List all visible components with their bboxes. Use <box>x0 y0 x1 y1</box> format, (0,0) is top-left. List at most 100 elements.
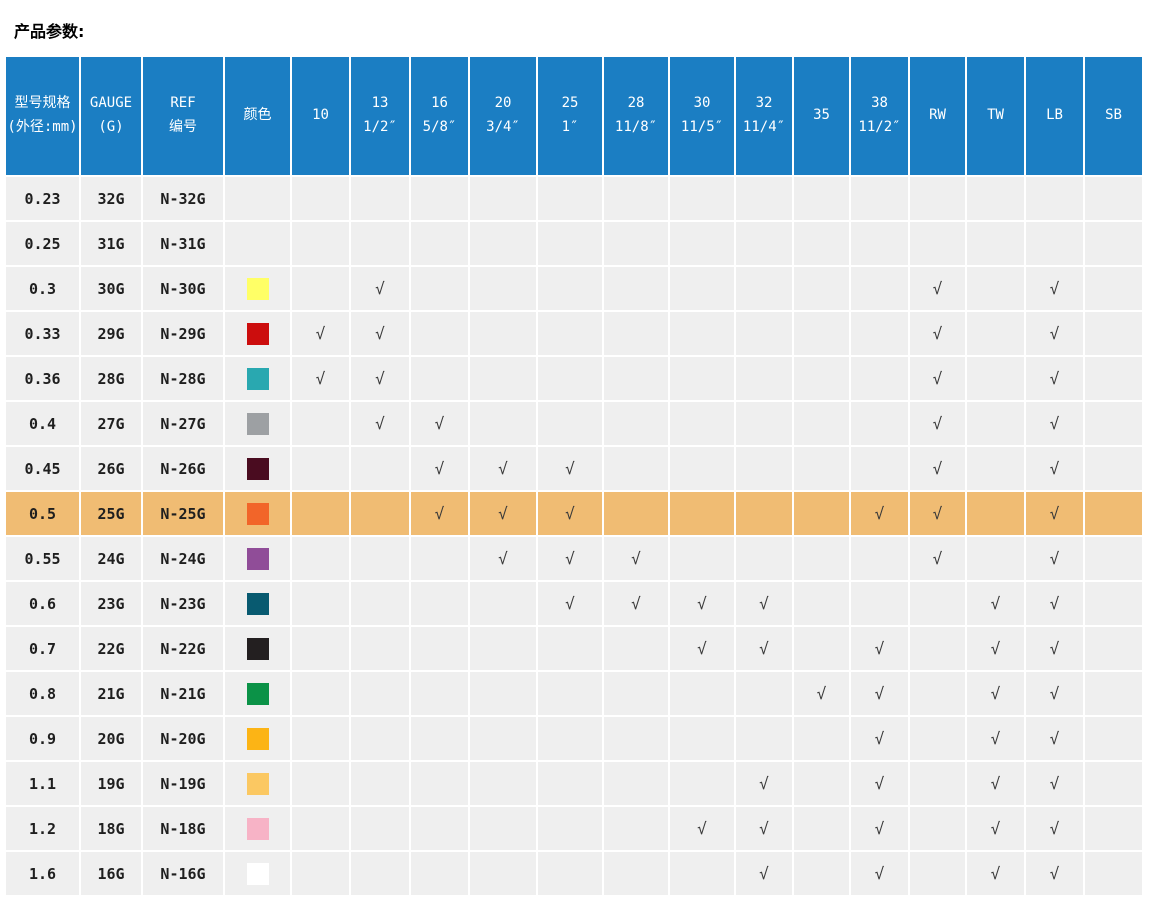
column-header-32: 32 11/4″ <box>736 57 792 175</box>
size-cell: 0.25 <box>6 222 79 265</box>
column-header-label: 13 <box>371 95 389 112</box>
empty-cell-16 <box>411 852 468 895</box>
table-header: 型号规格 (外径:mm) GAUGE (G) REF 编号 颜色 10 13 1/2″ 16 5/8″… <box>6 57 1142 175</box>
column-header-label: (外径:mm) <box>7 119 78 135</box>
empty-cell-13 <box>351 717 409 760</box>
empty-cell-35 <box>794 717 849 760</box>
color-cell <box>225 357 290 400</box>
checkmark-icon-TW: √ <box>967 762 1024 805</box>
column-header-label: 11/4″ <box>742 119 786 135</box>
checkmark-icon-RW: √ <box>910 312 965 355</box>
checkmark-icon-25: √ <box>538 447 602 490</box>
empty-cell-13 <box>351 672 409 715</box>
empty-cell-SB <box>1085 357 1142 400</box>
empty-cell-35 <box>794 852 849 895</box>
table-row: 0.4 27G N-27G √ √ √ √ <box>6 402 1142 445</box>
empty-cell-13 <box>351 177 409 220</box>
empty-cell-35 <box>794 402 849 445</box>
empty-cell-32 <box>736 537 792 580</box>
column-header-16: 16 5/8″ <box>411 57 468 175</box>
empty-cell-30 <box>670 852 734 895</box>
size-cell: 0.45 <box>6 447 79 490</box>
column-header-label: 颜色 <box>243 107 272 124</box>
empty-cell-35 <box>794 357 849 400</box>
empty-cell-10 <box>292 402 349 445</box>
empty-cell-38 <box>851 312 908 355</box>
checkmark-icon-LB: √ <box>1026 627 1083 670</box>
empty-cell-SB <box>1085 717 1142 760</box>
empty-cell-16 <box>411 807 468 850</box>
empty-cell-10 <box>292 447 349 490</box>
ref-cell: N-21G <box>143 672 223 715</box>
empty-cell-TW <box>967 267 1024 310</box>
empty-cell-16 <box>411 537 468 580</box>
table-row: 1.2 18G N-18G √ √ √ √ √ <box>6 807 1142 850</box>
empty-cell-SB <box>1085 807 1142 850</box>
checkmark-icon-20: √ <box>470 492 536 535</box>
empty-cell-SB <box>1085 222 1142 265</box>
empty-cell-SB <box>1085 762 1142 805</box>
checkmark-icon-13: √ <box>351 267 409 310</box>
empty-cell-38 <box>851 177 908 220</box>
color-swatch-icon <box>246 637 269 660</box>
checkmark-icon-13: √ <box>351 357 409 400</box>
size-cell: 0.55 <box>6 537 79 580</box>
checkmark-icon-30: √ <box>670 627 734 670</box>
empty-cell-13 <box>351 222 409 265</box>
checkmark-icon-LB: √ <box>1026 447 1083 490</box>
checkmark-icon-30: √ <box>670 807 734 850</box>
empty-cell-10 <box>292 807 349 850</box>
color-cell <box>225 852 290 895</box>
gauge-cell: 32G <box>81 177 141 220</box>
table-row: 0.33 29G N-29G √ √ √ √ <box>6 312 1142 355</box>
empty-cell-13 <box>351 492 409 535</box>
color-swatch-icon <box>246 412 269 435</box>
empty-cell-25 <box>538 222 602 265</box>
empty-cell-10 <box>292 852 349 895</box>
empty-cell-38 <box>851 402 908 445</box>
empty-cell-20 <box>470 402 536 445</box>
gauge-cell: 25G <box>81 492 141 535</box>
size-cell: 0.4 <box>6 402 79 445</box>
color-swatch-icon <box>246 277 269 300</box>
empty-cell-20 <box>470 222 536 265</box>
checkmark-icon-TW: √ <box>967 672 1024 715</box>
column-header-SB: SB <box>1085 57 1142 175</box>
size-cell: 1.1 <box>6 762 79 805</box>
empty-cell-13 <box>351 807 409 850</box>
checkmark-icon-16: √ <box>411 492 468 535</box>
size-cell: 0.33 <box>6 312 79 355</box>
column-header-label: 38 <box>871 95 888 112</box>
checkmark-icon-38: √ <box>851 762 908 805</box>
empty-cell-20 <box>470 267 536 310</box>
ref-cell: N-26G <box>143 447 223 490</box>
table-row: 0.45 26G N-26G √ √ √ √ √ <box>6 447 1142 490</box>
empty-cell-30 <box>670 537 734 580</box>
checkmark-icon-TW: √ <box>967 852 1024 895</box>
empty-cell-35 <box>794 807 849 850</box>
checkmark-icon-RW: √ <box>910 447 965 490</box>
empty-cell-25 <box>538 717 602 760</box>
checkmark-icon-25: √ <box>538 537 602 580</box>
column-header-label: 型号规格 <box>14 95 71 112</box>
color-cell <box>225 627 290 670</box>
gauge-cell: 19G <box>81 762 141 805</box>
empty-cell-16 <box>411 267 468 310</box>
empty-cell-32 <box>736 357 792 400</box>
column-header-label: 16 <box>431 95 448 112</box>
gauge-cell: 28G <box>81 357 141 400</box>
color-cell <box>225 582 290 625</box>
color-swatch-icon <box>246 367 269 390</box>
column-header-label: 10 <box>312 107 329 124</box>
empty-cell-28 <box>604 672 668 715</box>
header-row: 型号规格 (外径:mm) GAUGE (G) REF 编号 颜色 10 13 1/2″ 16 5/8″… <box>6 57 1142 175</box>
empty-cell-TW <box>967 537 1024 580</box>
checkmark-icon-RW: √ <box>910 357 965 400</box>
gauge-cell: 27G <box>81 402 141 445</box>
checkmark-icon-LB: √ <box>1026 582 1083 625</box>
empty-cell-SB <box>1085 312 1142 355</box>
empty-cell-RW <box>910 582 965 625</box>
checkmark-icon-RW: √ <box>910 537 965 580</box>
gauge-cell: 26G <box>81 447 141 490</box>
gauge-cell: 30G <box>81 267 141 310</box>
